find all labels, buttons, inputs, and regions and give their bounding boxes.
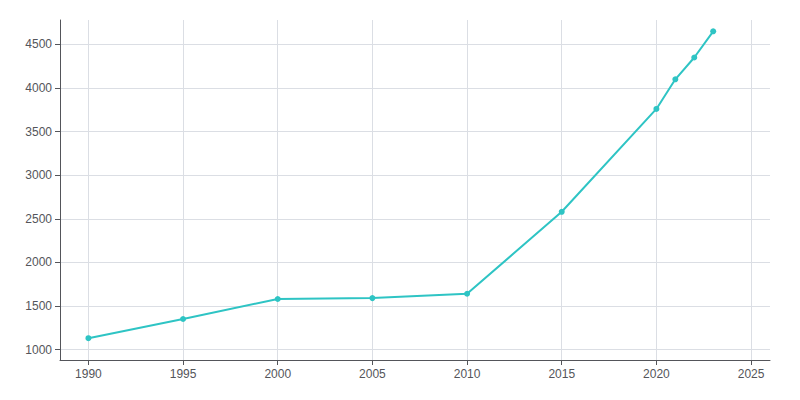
svg-text:2020: 2020: [643, 367, 670, 381]
svg-text:1000: 1000: [25, 343, 52, 357]
svg-text:2010: 2010: [454, 367, 481, 381]
svg-text:2500: 2500: [25, 212, 52, 226]
svg-text:2015: 2015: [548, 367, 575, 381]
svg-text:2005: 2005: [359, 367, 386, 381]
svg-text:2000: 2000: [264, 367, 291, 381]
svg-text:3000: 3000: [25, 168, 52, 182]
svg-text:4000: 4000: [25, 81, 52, 95]
svg-text:2025: 2025: [738, 367, 765, 381]
svg-text:3500: 3500: [25, 125, 52, 139]
svg-text:2000: 2000: [25, 255, 52, 269]
svg-text:4500: 4500: [25, 37, 52, 51]
svg-text:1500: 1500: [25, 299, 52, 313]
svg-text:1990: 1990: [75, 367, 102, 381]
svg-text:1995: 1995: [170, 367, 197, 381]
